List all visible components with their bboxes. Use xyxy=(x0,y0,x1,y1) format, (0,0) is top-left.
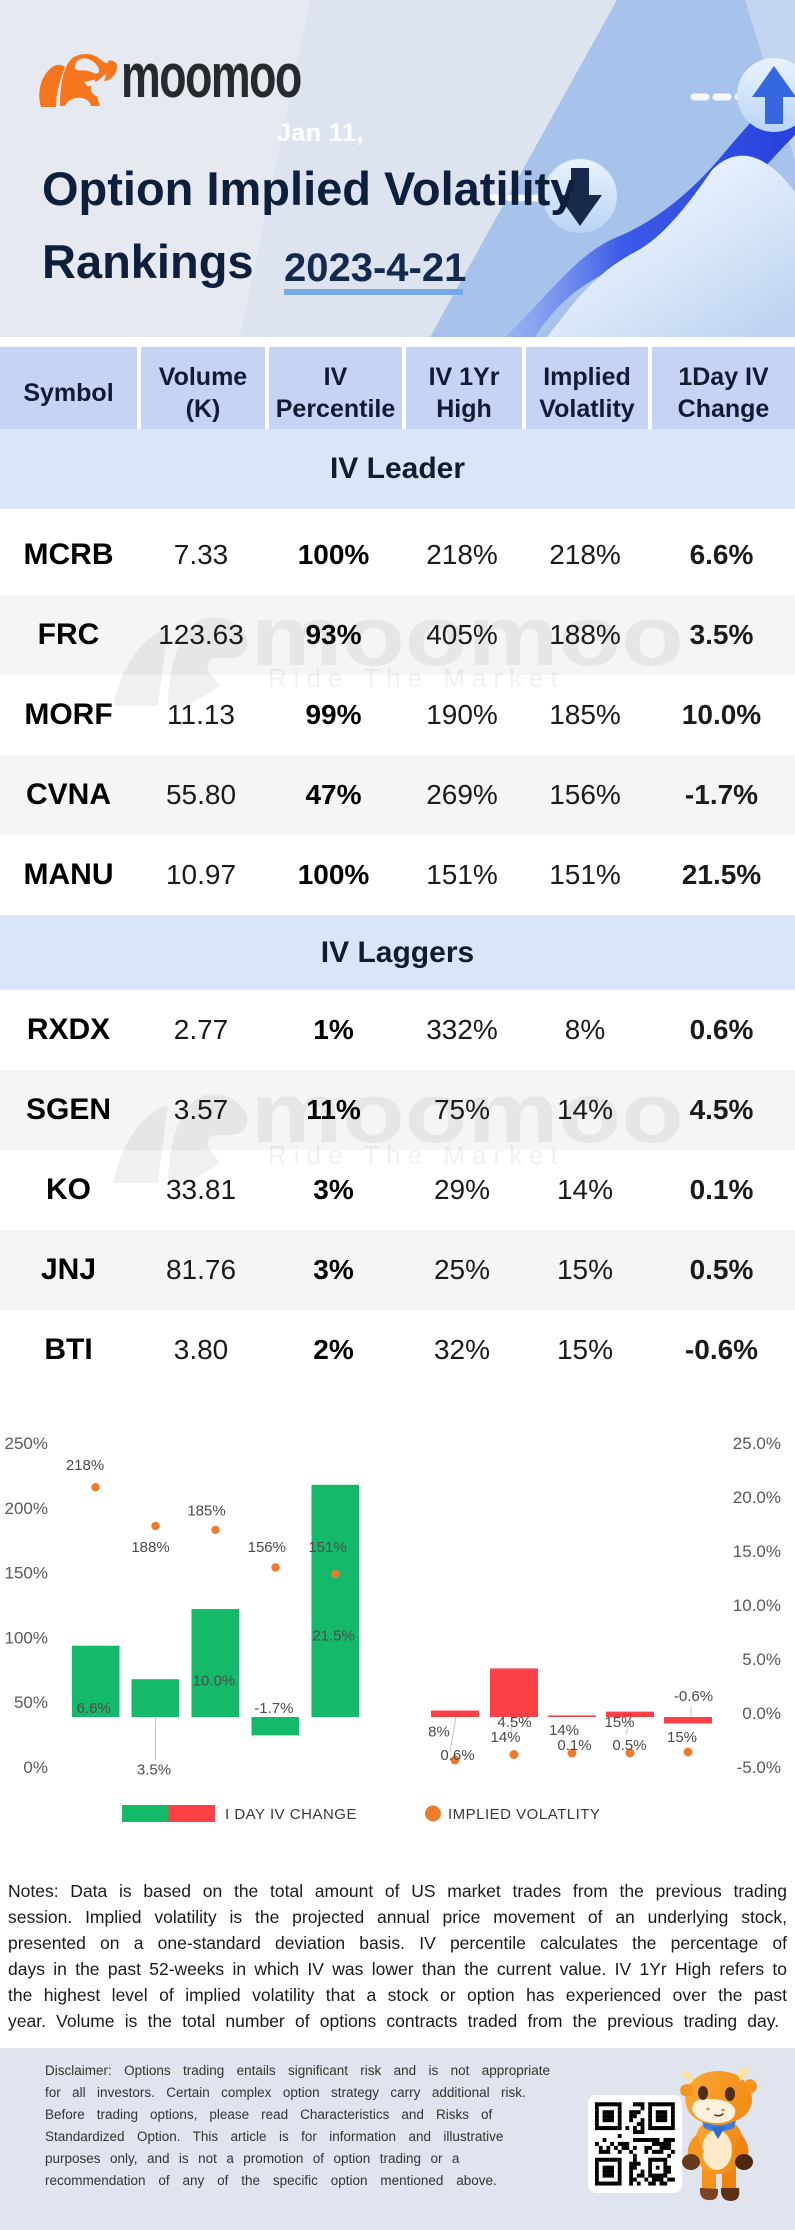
svg-text:100%: 100% xyxy=(5,1628,48,1647)
svg-text:50%: 50% xyxy=(14,1693,48,1712)
svg-text:150%: 150% xyxy=(5,1564,48,1583)
svg-text:218%: 218% xyxy=(66,1457,104,1474)
svg-text:250%: 250% xyxy=(5,1434,48,1453)
svg-text:15%: 15% xyxy=(604,1714,634,1731)
svg-text:3.5%: 3.5% xyxy=(137,1762,171,1779)
svg-text:0.5%: 0.5% xyxy=(612,1737,646,1754)
svg-text:20.0%: 20.0% xyxy=(733,1488,781,1507)
svg-text:156%: 156% xyxy=(248,1539,286,1556)
svg-text:25.0%: 25.0% xyxy=(733,1434,781,1453)
svg-text:151%: 151% xyxy=(308,1539,346,1556)
svg-text:5.0%: 5.0% xyxy=(742,1650,781,1669)
svg-text:6.6%: 6.6% xyxy=(77,1700,111,1717)
svg-text:-5.0%: -5.0% xyxy=(737,1758,781,1777)
svg-text:21.5%: 21.5% xyxy=(312,1628,355,1645)
svg-text:185%: 185% xyxy=(187,1503,225,1520)
svg-text:0.1%: 0.1% xyxy=(557,1737,591,1754)
svg-text:0.0%: 0.0% xyxy=(742,1704,781,1723)
svg-text:15%: 15% xyxy=(667,1729,697,1746)
svg-text:10.0%: 10.0% xyxy=(733,1596,781,1615)
svg-text:4.5%: 4.5% xyxy=(497,1714,531,1731)
svg-text:I DAY IV CHANGE: I DAY IV CHANGE xyxy=(225,1806,357,1823)
svg-text:IMPLIED VOLATLITY: IMPLIED VOLATLITY xyxy=(448,1806,600,1823)
svg-text:14%: 14% xyxy=(549,1722,579,1739)
svg-text:-1.7%: -1.7% xyxy=(254,1700,293,1717)
svg-text:0.6%: 0.6% xyxy=(440,1747,474,1764)
svg-text:10.0%: 10.0% xyxy=(193,1673,236,1690)
svg-text:14%: 14% xyxy=(490,1729,520,1746)
svg-text:8%: 8% xyxy=(428,1724,450,1741)
svg-text:15.0%: 15.0% xyxy=(733,1542,781,1561)
svg-text:-0.6%: -0.6% xyxy=(674,1688,713,1705)
svg-text:0%: 0% xyxy=(23,1758,48,1777)
svg-text:200%: 200% xyxy=(5,1499,48,1518)
svg-text:188%: 188% xyxy=(131,1539,169,1556)
